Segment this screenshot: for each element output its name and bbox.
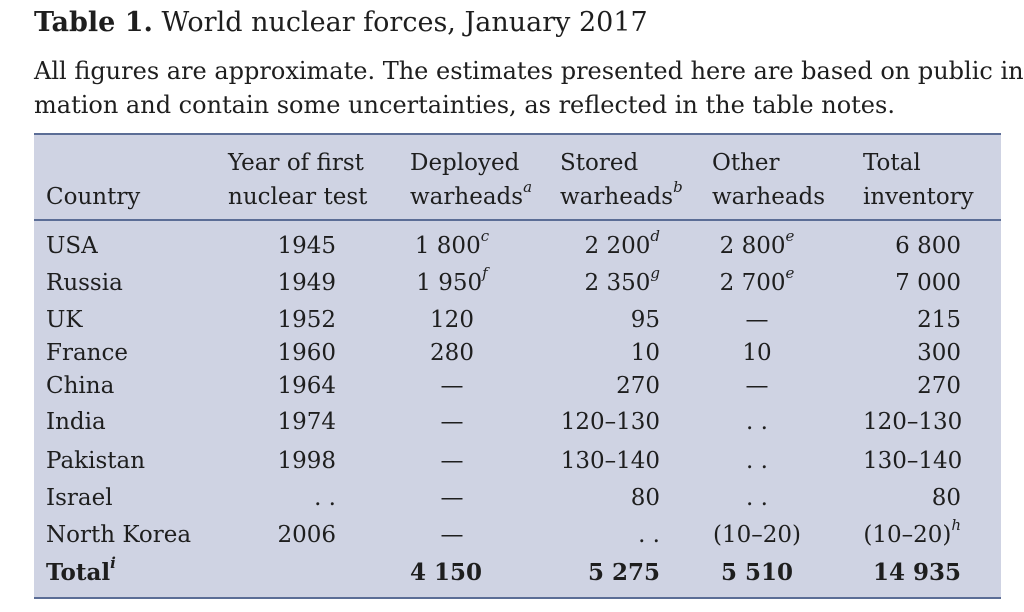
footnote-a: a xyxy=(523,178,533,197)
cell-total: 80 xyxy=(931,485,961,511)
cell-stored: 270 xyxy=(616,373,660,399)
cell-country: Pakistan xyxy=(46,448,146,474)
cell-other: — xyxy=(745,307,769,333)
table-description: All figures are approximate. The estimat… xyxy=(34,54,1024,122)
description-line-1: All figures are approximate. The estimat… xyxy=(34,57,1024,85)
footnote-marker: e xyxy=(785,227,795,246)
cell-other: . . xyxy=(746,485,768,511)
cell-stored: 120–130 xyxy=(560,409,660,435)
footnote-marker: c xyxy=(480,227,490,246)
total-label: Totali xyxy=(46,554,116,586)
cell-year: 1960 xyxy=(277,340,336,366)
total-stored: 5 275 xyxy=(587,559,660,586)
header-total-line-1: Total xyxy=(863,150,921,176)
cell-total: 120–130 xyxy=(863,409,963,435)
cell-total: 6 800 xyxy=(895,233,961,259)
cell-total: 130–140 xyxy=(863,448,963,474)
header-deployed-line-2: warheadsa xyxy=(410,178,533,210)
header-divider xyxy=(34,219,1001,221)
cell-stored: . . xyxy=(638,522,660,548)
cell-stored: 80 xyxy=(630,485,660,511)
cell-stored: 130–140 xyxy=(560,448,660,474)
header-other-line-2: warheads xyxy=(712,184,826,210)
cell-year: 1952 xyxy=(277,307,336,333)
cell-year: 1974 xyxy=(277,409,336,435)
cell-deployed: — xyxy=(440,373,464,399)
header-stored-line-2: warheadsb xyxy=(560,178,683,210)
cell-year: 1964 xyxy=(277,373,336,399)
cell-total: 7 000 xyxy=(895,270,961,296)
cell-other: . . xyxy=(746,409,768,435)
footnote-marker: f xyxy=(482,264,488,283)
cell-year: . . xyxy=(314,485,336,511)
header-country: Country xyxy=(46,184,141,210)
total-inventory: 14 935 xyxy=(872,559,961,586)
cell-stored: 10 xyxy=(630,340,660,366)
table-title: World nuclear forces, January 2017 xyxy=(161,7,648,38)
header-stored-line-1: Stored xyxy=(560,150,639,176)
cell-other: . . xyxy=(746,448,768,474)
footnote-marker: g xyxy=(650,264,660,283)
footnote-b: b xyxy=(673,178,683,197)
cell-year: 1945 xyxy=(277,233,336,259)
cell-year: 1998 xyxy=(277,448,336,474)
footnote-i: i xyxy=(110,554,116,573)
cell-deployed: 280 xyxy=(430,340,474,366)
cell-country: Israel xyxy=(46,485,113,511)
header-year-line-1: Year of first xyxy=(228,150,364,176)
header-other-line-1: Other xyxy=(712,150,780,176)
cell-other: 2 800e xyxy=(719,227,795,259)
cell-country: France xyxy=(46,340,128,366)
total-other: 5 510 xyxy=(720,559,794,586)
cell-deployed: 120 xyxy=(430,307,474,333)
cell-year: 2006 xyxy=(277,522,336,548)
cell-other: 2 700e xyxy=(719,264,795,296)
header-deployed-line-1: Deployed xyxy=(410,150,520,176)
cell-total: 215 xyxy=(917,307,961,333)
cell-deployed: — xyxy=(440,522,464,548)
cell-deployed: — xyxy=(440,448,464,474)
header-year-line-2: nuclear test xyxy=(228,184,368,210)
cell-year: 1949 xyxy=(277,270,336,296)
description-line-2: mation and contain some uncertainties, a… xyxy=(34,91,895,119)
cell-country: UK xyxy=(46,307,83,333)
cell-deployed: 1 950f xyxy=(416,264,488,296)
cell-deployed: — xyxy=(440,409,464,435)
table-caption: Table 1. World nuclear forces, January 2… xyxy=(34,6,648,40)
cell-other: (10–20) xyxy=(713,522,801,548)
header-total-line-2: inventory xyxy=(863,184,974,210)
cell-stored: 2 200d xyxy=(584,227,660,259)
cell-total: (10–20)h xyxy=(863,516,961,548)
cell-country: USA xyxy=(46,233,98,259)
cell-deployed: 1 800c xyxy=(414,227,490,259)
cell-deployed: — xyxy=(440,485,464,511)
total-deployed: 4 150 xyxy=(410,559,483,586)
footnote-marker: d xyxy=(650,227,660,246)
cell-stored: 2 350g xyxy=(584,264,660,296)
cell-total: 270 xyxy=(917,373,961,399)
cell-country: India xyxy=(46,409,106,435)
cell-other: 10 xyxy=(742,340,772,366)
footnote-marker: e xyxy=(785,264,795,283)
cell-stored: 95 xyxy=(630,307,660,333)
nuclear-forces-table: Country Year of first nuclear test Deplo… xyxy=(34,133,1001,599)
cell-other: — xyxy=(745,373,769,399)
cell-country: North Korea xyxy=(46,522,192,548)
footnote-marker: h xyxy=(951,516,961,535)
table-number: Table 1. xyxy=(34,7,153,38)
cell-country: China xyxy=(46,373,115,399)
cell-country: Russia xyxy=(46,270,123,296)
cell-total: 300 xyxy=(917,340,961,366)
